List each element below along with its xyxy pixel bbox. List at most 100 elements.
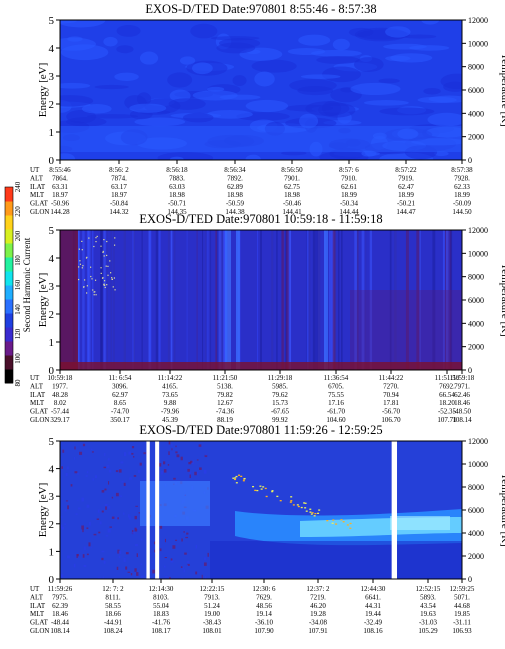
table-cell: 12:59:25 (450, 585, 475, 593)
intensity-speck (170, 558, 173, 561)
intensity-region (60, 230, 78, 370)
table-cell: 63.03 (169, 183, 185, 191)
table-cell: 108.14 (452, 416, 472, 424)
intensity-streak (389, 230, 392, 370)
intensity-speck (123, 512, 125, 515)
panel-title: EXOS-D/TED Date:970801 11:59:26 - 12:59:… (139, 423, 382, 437)
intensity-speck (125, 552, 129, 555)
table-cell: -52.35 (438, 408, 457, 416)
intensity-speck (83, 546, 86, 551)
intensity-speck (114, 237, 116, 239)
table-cell: 18.46 (52, 610, 68, 618)
table-cell: 43.54 (420, 602, 436, 610)
intensity-speck (165, 575, 168, 578)
intensity-speck (79, 260, 81, 262)
intensity-speck (98, 531, 101, 534)
intensity-speck (207, 552, 209, 557)
spectrogram-panel-3: EXOS-D/TED Date:970801 11:59:26 - 12:59:… (30, 423, 505, 635)
intensity-speck (96, 518, 100, 520)
colorbar-segment (5, 229, 13, 244)
intensity-speck (182, 566, 184, 571)
intensity-speck (262, 486, 265, 488)
intensity-patch (423, 87, 441, 95)
y-tick-label: 0 (49, 574, 55, 586)
intensity-patch (232, 75, 247, 86)
intensity-speck (108, 469, 112, 473)
intensity-speck (123, 482, 126, 486)
intensity-speck (135, 544, 138, 547)
y2-axis-label: Temperature [K] (499, 53, 505, 126)
y-tick-label: 5 (49, 225, 55, 237)
intensity-streak (186, 230, 188, 370)
intensity-streak (394, 230, 397, 370)
intensity-speck (256, 489, 259, 492)
intensity-patch (348, 27, 374, 37)
intensity-patch (81, 104, 112, 114)
intensity-speck (235, 475, 238, 478)
intensity-speck (134, 568, 137, 572)
table-cell: -50.96 (51, 200, 70, 208)
y2-tick-label: 4000 (468, 529, 484, 538)
intensity-speck (118, 550, 122, 554)
intensity-speck (137, 470, 141, 473)
intensity-speck (331, 522, 334, 524)
y-tick-label: 1 (49, 337, 55, 349)
intensity-patch (383, 43, 427, 50)
intensity-speck (67, 505, 70, 510)
colorbar-segment (5, 201, 13, 216)
intensity-speck (101, 510, 104, 513)
table-cell: 7913. (204, 593, 220, 601)
intensity-speck (242, 480, 245, 482)
table-cell: 350.17 (110, 416, 130, 424)
colorbar-segment (5, 243, 13, 258)
colorbar-segment (5, 257, 13, 272)
intensity-speck (195, 544, 197, 549)
intensity-speck (309, 508, 312, 510)
table-cell: 6641. (365, 593, 381, 601)
intensity-speck (138, 512, 141, 514)
intensity-streak (271, 230, 274, 370)
table-cell: 15.73 (272, 399, 288, 407)
intensity-speck (118, 468, 121, 470)
table-cell: -31.03 (419, 619, 438, 627)
table-cell: 108.01 (202, 627, 222, 635)
table-cell: -31.11 (453, 619, 471, 627)
intensity-patch (350, 82, 401, 96)
table-cell: 44.31 (365, 602, 381, 610)
table-cell: 17.81 (383, 399, 399, 407)
table-cell: 7874. (111, 174, 127, 182)
panel-title: EXOS-D/TED Date:970801 10:59:18 - 11:59:… (139, 212, 382, 226)
intensity-band (324, 230, 328, 370)
intensity-patch (245, 154, 261, 160)
table-row-label: GLON (30, 208, 49, 216)
table-cell: -50.09 (453, 200, 472, 208)
intensity-speck (235, 482, 238, 484)
table-row-label: ALT (30, 593, 44, 601)
table-cell: 48.56 (256, 602, 272, 610)
intensity-patch (179, 56, 196, 65)
table-row-label: ILAT (30, 391, 46, 399)
intensity-streak (207, 230, 209, 370)
table-cell: 63.31 (52, 183, 68, 191)
table-cell: 12.67 (217, 399, 233, 407)
intensity-speck (105, 506, 107, 510)
intensity-speck (136, 527, 139, 529)
table-cell: 18.97 (52, 191, 68, 199)
colorbar-label: Second Harmonic Current (22, 237, 32, 332)
intensity-streak (276, 230, 278, 370)
intensity-speck (108, 481, 110, 485)
intensity-speck (171, 443, 173, 447)
table-cell: 18.20 (439, 399, 455, 407)
table-cell: 18.98 (169, 191, 185, 199)
table-cell: 45.39 (162, 416, 178, 424)
intensity-speck (118, 469, 122, 473)
intensity-speck (106, 464, 110, 468)
table-cell: 46.20 (310, 602, 326, 610)
intensity-speck (113, 277, 116, 279)
table-cell: 11:59:26 (48, 585, 73, 593)
intensity-streak (174, 230, 176, 370)
intensity-speck (60, 516, 63, 518)
plot-area (60, 20, 462, 160)
colorbar-tick-label: 100 (14, 353, 22, 364)
intensity-speck (81, 525, 84, 530)
